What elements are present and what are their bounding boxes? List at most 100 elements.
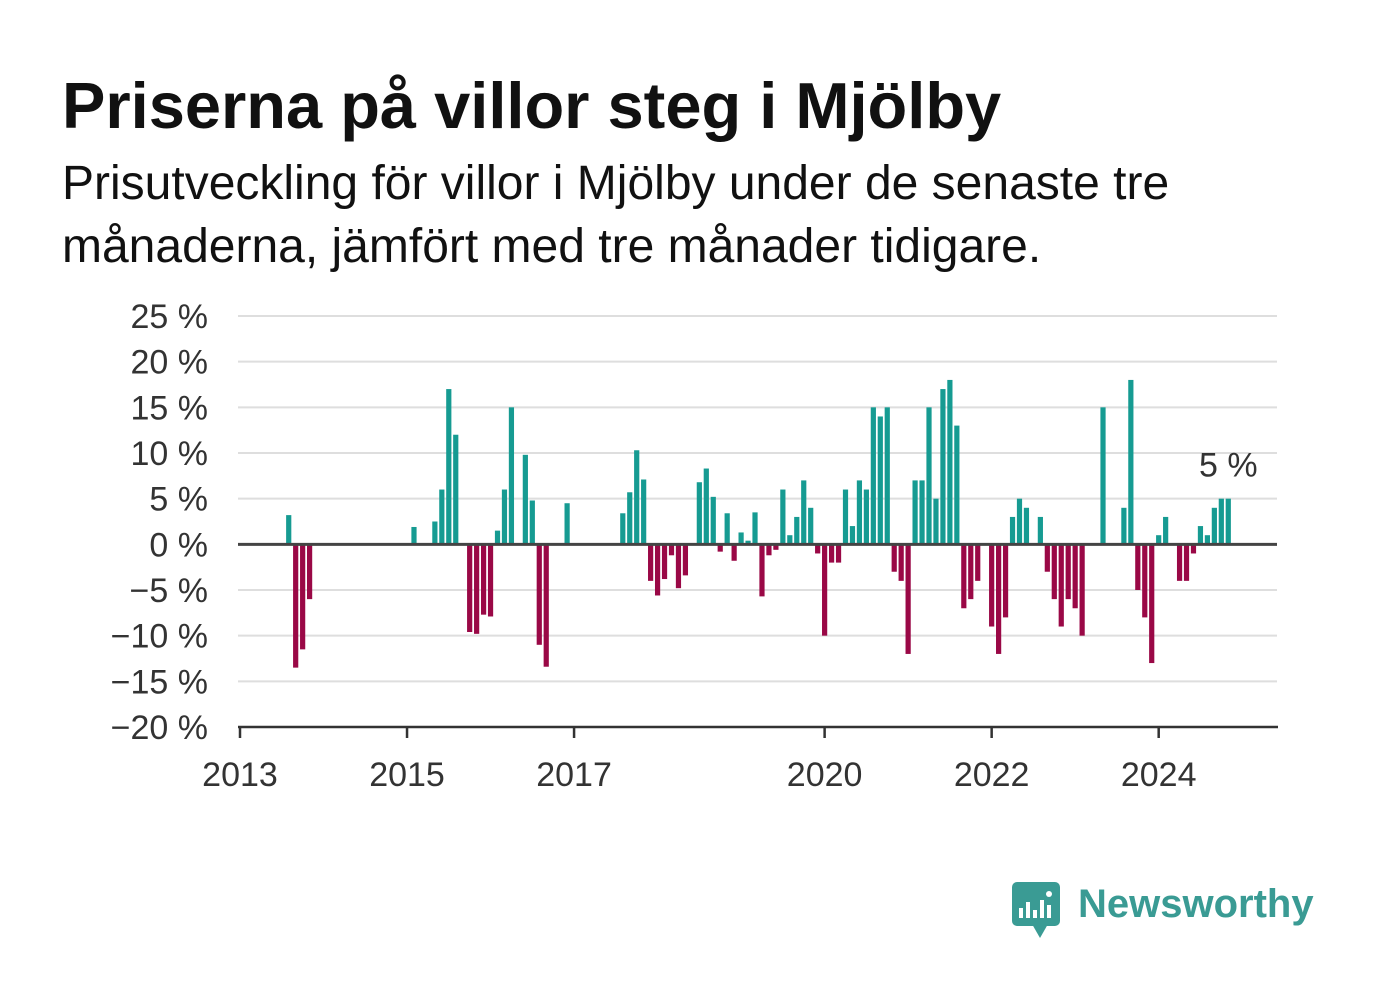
logo-wordmark: Newsworthy xyxy=(1078,882,1314,926)
bar-2024-06 xyxy=(1190,544,1197,554)
bar-2020-12 xyxy=(898,544,904,581)
bar-2017-12 xyxy=(648,544,654,581)
bar-2015-10 xyxy=(467,544,473,633)
bar-2019-04 xyxy=(759,544,765,597)
bar-2019-10 xyxy=(801,480,807,545)
bar-2018-05 xyxy=(682,544,689,576)
logo-bar xyxy=(1047,905,1051,918)
bar-2020-04 xyxy=(842,489,849,545)
bar-2024-02 xyxy=(1163,516,1169,545)
bar-2018-03 xyxy=(668,544,675,556)
bar-2022-06 xyxy=(1023,507,1030,545)
bar-2023-02 xyxy=(1079,544,1085,636)
bars xyxy=(286,379,1231,668)
newsworthy-chart-bubble-icon xyxy=(1012,882,1060,938)
y-tick-label: 25 % xyxy=(131,298,209,336)
bar-2016-04 xyxy=(508,407,515,545)
bar-2019-01 xyxy=(738,532,744,545)
bar-2019-03 xyxy=(752,512,758,545)
gridlines xyxy=(238,315,1277,683)
bar-2020-09 xyxy=(877,416,883,545)
bar-2021-09 xyxy=(961,544,967,609)
axes xyxy=(238,542,1278,738)
bar-2016-03 xyxy=(501,489,508,545)
bar-2022-04 xyxy=(1009,516,1016,545)
y-tick-label: −5 % xyxy=(130,572,208,610)
bar-2018-01 xyxy=(654,544,661,596)
chart-title: Priserna på villor steg i Mjölby xyxy=(62,69,1002,142)
bar-2015-06 xyxy=(439,489,445,545)
bar-2013-09 xyxy=(293,544,299,668)
bar-2016-06 xyxy=(522,454,528,545)
bar-2024-04 xyxy=(1176,544,1183,581)
bar-2013-08 xyxy=(286,515,292,545)
logo-bubble xyxy=(1012,882,1060,926)
bar-2020-02 xyxy=(828,544,835,563)
y-tick-label: 15 % xyxy=(131,389,209,427)
bar-2016-02 xyxy=(494,530,501,545)
y-tick-label: −20 % xyxy=(111,709,208,747)
bar-2023-12 xyxy=(1149,544,1155,664)
bar-2023-09 xyxy=(1128,379,1134,545)
bar-2020-05 xyxy=(849,526,856,545)
x-tick-label: 2013 xyxy=(202,756,278,794)
logo-bar xyxy=(1040,900,1044,918)
bar-2016-07 xyxy=(529,500,535,545)
bar-2021-03 xyxy=(919,480,925,545)
bar-2018-08 xyxy=(703,468,709,545)
bar-2021-04 xyxy=(926,407,932,545)
bar-2015-07 xyxy=(446,389,452,545)
bar-2013-10 xyxy=(300,544,306,650)
bar-2020-08 xyxy=(870,407,876,545)
bar-2020-06 xyxy=(856,480,863,545)
bar-2022-10 xyxy=(1051,544,1057,600)
bar-2022-12 xyxy=(1065,544,1071,600)
bar-2019-06 xyxy=(773,544,779,550)
logo-bar xyxy=(1033,910,1037,918)
bar-2023-01 xyxy=(1072,544,1078,609)
bar-2018-07 xyxy=(696,482,702,545)
bar-2022-01 xyxy=(989,544,995,627)
bar-2019-02 xyxy=(745,540,751,545)
bar-2023-05 xyxy=(1100,407,1106,545)
bar-2017-11 xyxy=(641,479,647,545)
bar-2020-07 xyxy=(863,489,869,545)
bar-2015-08 xyxy=(453,434,459,545)
bar-2017-09 xyxy=(627,492,633,545)
bar-2019-08 xyxy=(787,535,793,545)
bar-2015-05 xyxy=(432,521,438,545)
logo-bar xyxy=(1026,902,1030,918)
y-tick-label: 5 % xyxy=(149,481,208,519)
bar-2020-03 xyxy=(835,544,842,563)
bar-2018-04 xyxy=(675,544,682,589)
bar-2016-12 xyxy=(564,503,570,545)
x-tick-label: 2017 xyxy=(536,756,612,794)
bar-2022-03 xyxy=(1002,544,1009,618)
bar-2018-12 xyxy=(731,544,737,561)
bar-2021-07 xyxy=(947,379,953,545)
bar-2021-11 xyxy=(975,544,981,581)
bar-2016-09 xyxy=(543,544,549,667)
y-tick-label: −10 % xyxy=(111,618,208,656)
bar-2023-08 xyxy=(1121,507,1127,545)
bar-2024-08 xyxy=(1204,535,1210,545)
logo-bar xyxy=(1019,908,1023,918)
bar-2018-09 xyxy=(710,496,716,545)
y-tick-label: −15 % xyxy=(111,663,208,701)
bar-2021-08 xyxy=(954,425,960,545)
bar-2022-11 xyxy=(1058,544,1064,627)
bar-2023-11 xyxy=(1142,544,1148,618)
bar-2024-10 xyxy=(1218,498,1224,545)
tick-labels: 2013 2015 2017 2020 2022 2024 25 % 20 % 15 % 10 %… xyxy=(111,298,1258,794)
bar-2015-02 xyxy=(411,526,417,545)
bar-2024-01 xyxy=(1156,535,1162,545)
bar-2016-08 xyxy=(536,544,542,645)
bar-2016-01 xyxy=(487,544,494,617)
bar-2021-01 xyxy=(905,544,911,654)
bar-2022-08 xyxy=(1037,516,1043,545)
bar-2018-11 xyxy=(724,513,730,545)
bar-2024-09 xyxy=(1211,507,1217,545)
bar-2019-07 xyxy=(780,489,786,545)
